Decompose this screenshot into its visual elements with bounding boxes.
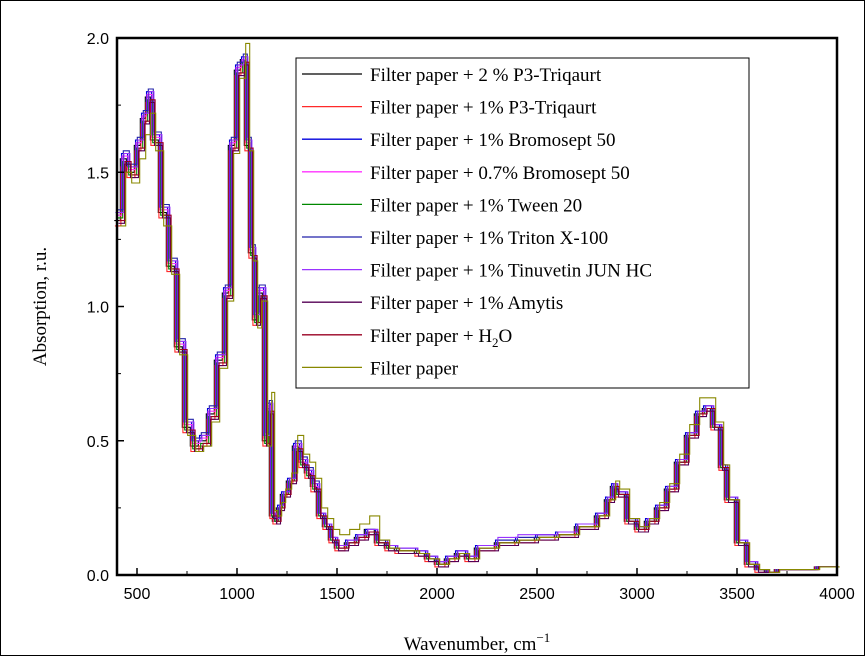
x-tick-label: 500 [124,586,151,603]
legend-entry-6: Filter paper + 1% Triton X-100 [370,228,608,249]
x-axis-label-text: Wavenumber, cm [404,634,537,655]
x-tick-label: 1500 [319,586,355,603]
x-tick-label: 1000 [219,586,255,603]
y-tick-label: 1.5 [87,165,109,182]
x-axis-label: Wavenumber, cm−1 [404,630,551,655]
x-tick-label: 3500 [719,586,755,603]
y-tick-label: 1.0 [87,300,109,317]
x-tick-label: 4000 [819,586,855,603]
legend-entry-9: Filter paper + H2O [370,326,512,350]
legend-entry-1: Filter paper + 2 % P3-Triqaurt [370,65,602,86]
legend-entry-8: Filter paper + 1% Amytis [370,293,563,314]
x-axis: 500 1000 1500 2000 2500 3000 3500 4000 [124,568,855,603]
y-tick-label: 2.0 [87,31,109,48]
legend-entry-2: Filter paper + 1% P3-Triqaurt [370,98,597,119]
x-tick-label: 2000 [419,586,455,603]
y-tick-label: 0.0 [87,568,109,585]
y-tick-label: 0.5 [87,434,109,451]
legend-entry-3: Filter paper + 1% Bromosept 50 [370,130,616,151]
x-tick-label: 2500 [519,586,555,603]
legend-entry-10: Filter paper [370,358,459,379]
x-axis-label-superscript: −1 [536,630,550,645]
legend-entry-7: Filter paper + 1% Tinuvetin JUN HC [370,261,652,282]
x-tick-label: 3000 [619,586,655,603]
legend-entry-5: Filter paper + 1% Tween 20 [370,195,582,216]
legend-entry-4: Filter paper + 0.7% Bromosept 50 [370,163,630,184]
y-axis-label: Absorption, r.u. [30,247,51,366]
y-axis: 0.0 0.5 1.0 1.5 2.0 [87,31,124,585]
legend: Filter paper + 2 % P3-Triqaurt Filter pap… [296,58,749,388]
